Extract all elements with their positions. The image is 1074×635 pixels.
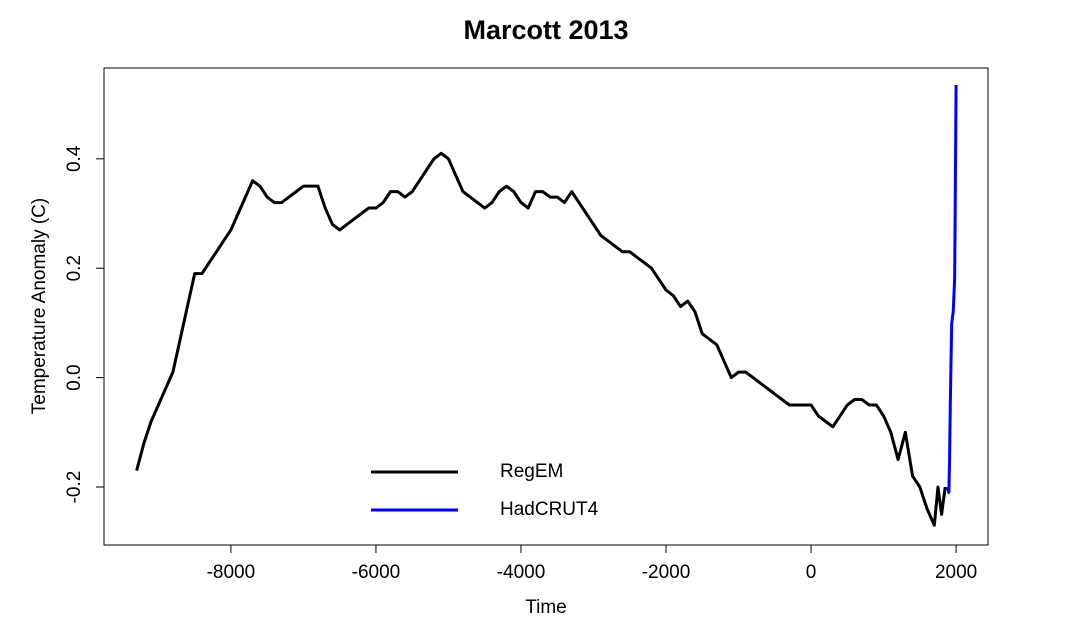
x-tick-label: -4000 [497, 562, 546, 583]
x-tick-label: 0 [806, 562, 817, 583]
y-axis-label: Temperature Anomaly (C) [29, 198, 50, 414]
x-tick-label: -2000 [642, 562, 691, 583]
series-line [945, 84, 958, 494]
y-tick-label: 0.0 [64, 364, 85, 390]
y-tick-label: 0.4 [64, 145, 85, 172]
legend-label: HadCRUT4 [500, 499, 599, 520]
x-tick-label: 2000 [935, 562, 977, 583]
series-line [135, 151, 947, 527]
x-tick-label: -6000 [352, 562, 401, 583]
y-tick-label: 0.2 [64, 255, 85, 281]
y-tick-label: -0.2 [64, 471, 85, 504]
x-axis-label: Time [525, 597, 567, 618]
chart-title: Marcott 2013 [463, 15, 628, 45]
x-tick-label: -8000 [207, 562, 256, 583]
legend-label: RegEM [500, 461, 563, 482]
